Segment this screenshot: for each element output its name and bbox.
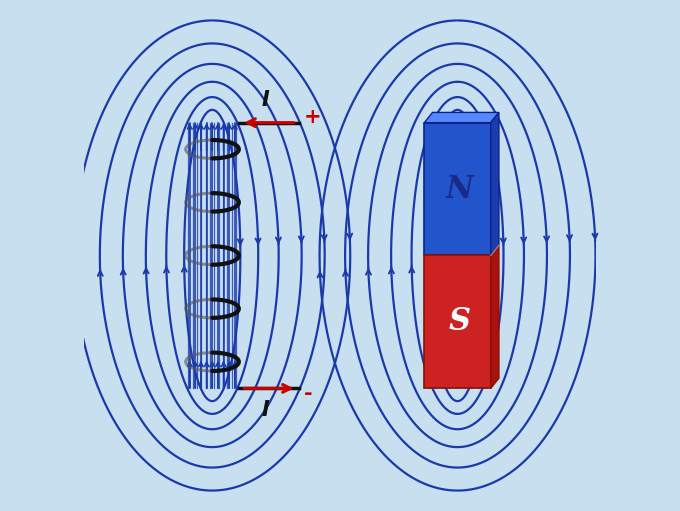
Text: I: I	[262, 400, 270, 420]
Polygon shape	[424, 123, 491, 256]
Polygon shape	[491, 245, 499, 388]
Text: N: N	[446, 174, 474, 204]
Text: -: -	[304, 384, 313, 405]
Polygon shape	[491, 112, 499, 256]
Text: +: +	[304, 106, 322, 127]
Polygon shape	[424, 112, 499, 123]
Text: I: I	[262, 90, 270, 110]
Polygon shape	[424, 256, 491, 388]
Text: S: S	[449, 307, 471, 337]
